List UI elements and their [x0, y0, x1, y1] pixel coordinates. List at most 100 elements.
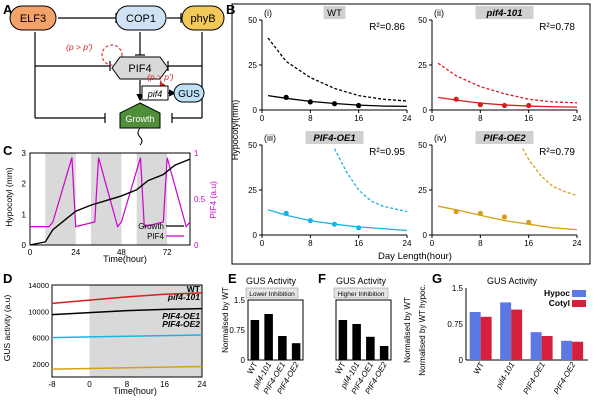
night-shading [45, 153, 76, 245]
y-tick-label: 1.5 [234, 296, 246, 305]
data-point [331, 221, 338, 227]
subpanel-roman: (ii) [434, 8, 444, 18]
y-tick-label-left: 1 [22, 210, 27, 219]
data-point [453, 209, 459, 215]
legend-hypoc-label: Hypoc [544, 288, 570, 298]
x-tick-label: 16 [524, 114, 533, 123]
dashed-prediction-curve [522, 148, 578, 197]
x-tick-label: 24 [71, 248, 80, 257]
bar-cotyl [541, 336, 553, 360]
growth-label: Growth [125, 114, 154, 124]
cop1-node [115, 5, 167, 31]
cop1-label: COP1 [126, 13, 156, 25]
bar [250, 320, 260, 360]
series-line [51, 334, 203, 339]
panel-e-subtitle: Lower Inhibition [249, 291, 295, 298]
shaded-region [89, 285, 202, 377]
diagram-connections [34, 13, 203, 123]
bar-cotyl [480, 316, 492, 360]
panel-c-ylabel-left: Hypocotyl (mm) [4, 167, 14, 227]
y-tick-label: 50 [248, 16, 257, 25]
x-tick-label: 16 [160, 380, 169, 389]
panel-d-xlabel: Time(hour) [113, 386, 157, 396]
subpanel-name-box [305, 131, 364, 144]
category-label: PIF4-OE1 [521, 361, 547, 396]
x-tick-label: 0 [87, 380, 92, 389]
y-tick-label: 0 [253, 231, 258, 240]
phyb-label: phyB [190, 13, 215, 25]
x-tick-label: 16 [524, 239, 533, 248]
x-tick-label: 0 [28, 248, 33, 257]
panel-label-c: C [3, 143, 13, 158]
panel-e-subtitle-box [245, 287, 299, 299]
bar-cotyl [572, 341, 584, 360]
r2-annotation: R²=0.86 [369, 22, 405, 33]
panel-e-title: GUS Activity [246, 276, 297, 286]
x-tick-label: -8 [48, 380, 56, 389]
panel-f-title: GUS Activity [336, 276, 387, 286]
panel-g-ylabel: Normalised by WT hypoc. [418, 284, 427, 375]
panel-label-g: G [432, 271, 442, 286]
data-point [526, 102, 532, 109]
subpanel-roman: (iv) [434, 133, 447, 143]
legend-growth-label: Growth [138, 222, 164, 231]
panel-f-ylabel: Normalised by WT [403, 297, 412, 363]
subpanel-name-box [475, 131, 534, 144]
bar [379, 346, 389, 360]
y-tick-label: 2000 [32, 360, 49, 369]
data-point [526, 219, 532, 225]
growth-line [29, 158, 191, 246]
x-tick-label: 16 [354, 114, 363, 123]
y-tick-label: 25 [248, 186, 257, 195]
bar-cotyl [511, 309, 523, 360]
gus-node [173, 83, 205, 103]
panel-f-subtitle: Higher Inhibition [338, 291, 385, 298]
category-label: PIF4-OE2 [552, 360, 578, 396]
legend-cotyl-label: Cotyl [549, 298, 570, 308]
panel-label-e: E [228, 271, 237, 286]
data-point [453, 96, 459, 102]
pif4-protein-label: PIF4 [128, 63, 151, 75]
y-tick-label: 1.5 [452, 284, 464, 293]
y-tick-label-left: 0 [22, 241, 27, 250]
x-tick-label: 24 [573, 114, 582, 123]
subpanel-name-box [323, 6, 346, 19]
elf3-node [9, 5, 57, 31]
x-tick-label: 8 [308, 114, 313, 123]
y-tick-label: 10000 [28, 307, 49, 316]
bar [264, 314, 273, 360]
x-tick-label: 8 [308, 239, 313, 248]
annotation-p-right: (p > p') [147, 72, 174, 82]
panel-label-b: B [226, 2, 235, 17]
phyb-node [181, 5, 225, 31]
night-shading [136, 153, 168, 245]
series-label: pif4-101 [167, 292, 200, 302]
series-line [51, 292, 203, 305]
r2-annotation: R²=0.78 [539, 22, 575, 33]
fit-curve [437, 205, 578, 231]
legend-pif4-label: PIF4 [147, 232, 164, 241]
dashed-prediction-curve [333, 148, 408, 213]
category-label: WT [472, 360, 486, 375]
plot-frame [335, 299, 392, 361]
panel-label-f: F [318, 271, 326, 286]
panel-b-plots: 0 25 50 0 8 16 24 (i) WT R²=0.86 0 25 50 0 8 16 24 (ii) pi… [248, 6, 582, 248]
y-tick-label: 25 [248, 61, 257, 70]
x-tick-label: 0 [430, 239, 435, 248]
y-tick-label-right: 0 [194, 241, 199, 250]
series-line [51, 365, 203, 370]
bar-hypoc [561, 340, 573, 360]
fit-curve [267, 209, 408, 232]
r2-annotation: R²=0.95 [369, 147, 405, 158]
plot-frame [51, 284, 203, 378]
series-label: WT [187, 284, 201, 294]
panel-g-plot: 0 0.75 1.5 WT pif4-101 PIF4-OE1 PIF4-OE2 HypocC… [447, 284, 588, 396]
data-point [356, 225, 362, 231]
legend-hypoc-swatch [572, 290, 586, 297]
bar-hypoc [500, 302, 512, 360]
x-tick-label: 16 [354, 239, 363, 248]
data-point [283, 94, 289, 100]
x-tick-label: 0 [430, 114, 435, 123]
